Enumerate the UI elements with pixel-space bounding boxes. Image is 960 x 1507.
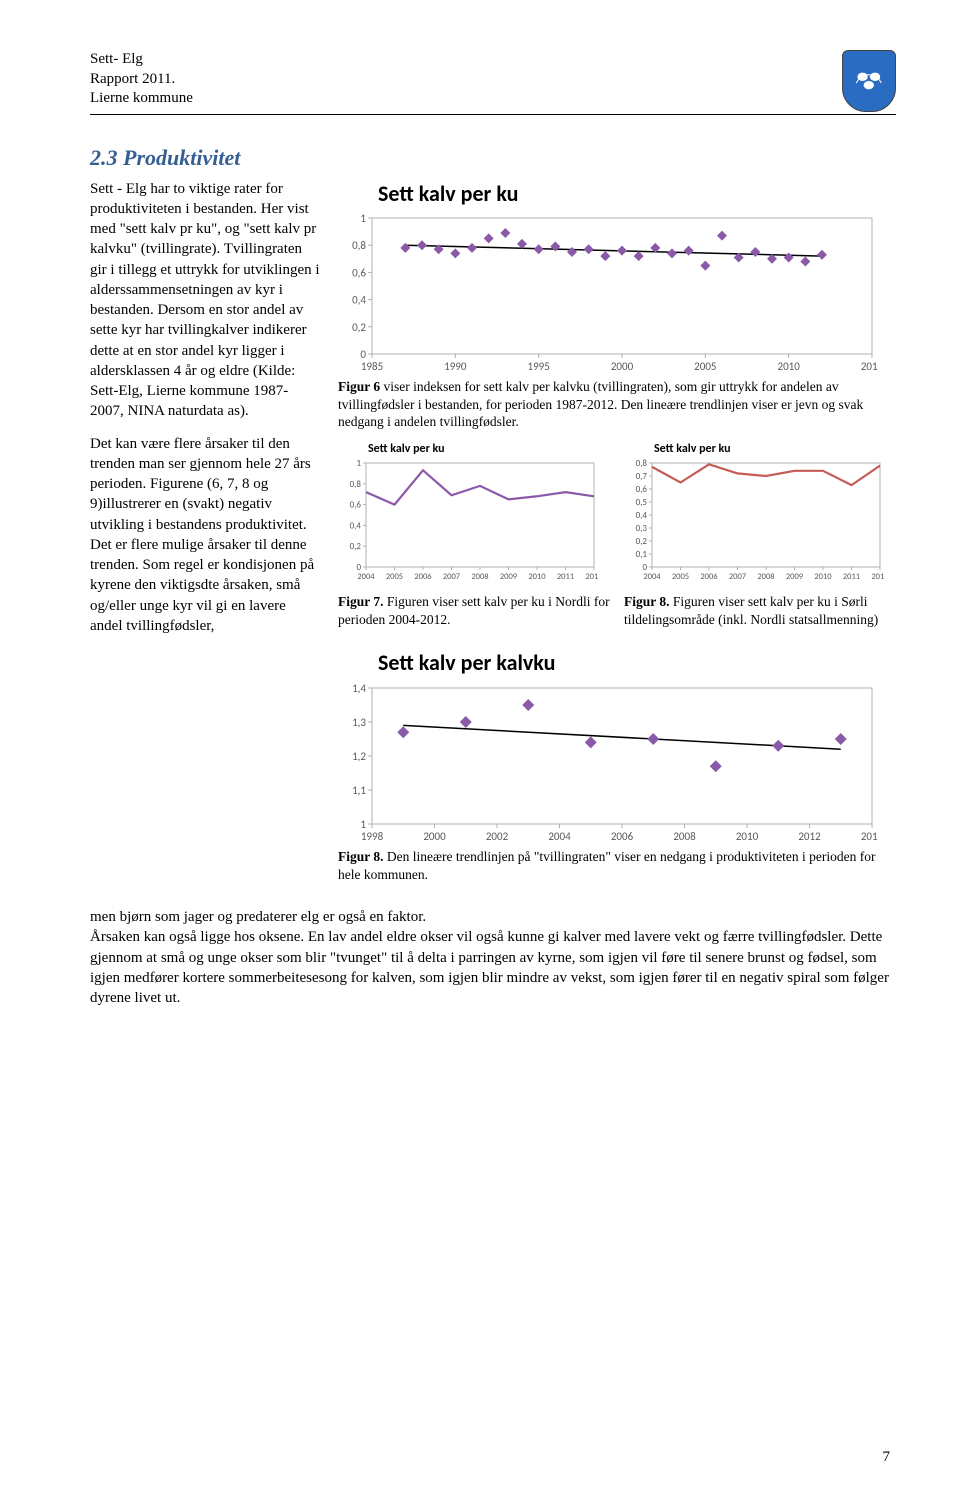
chart-mini-2-title: Sett kalv per ku bbox=[624, 441, 896, 457]
para-1: Sett - Elg har to viktige rater for prod… bbox=[90, 179, 320, 422]
right-figure-column: Sett kalv per ku 00,20,40,60,81198519901… bbox=[338, 179, 896, 893]
svg-text:0,4: 0,4 bbox=[350, 521, 362, 532]
svg-text:2006: 2006 bbox=[414, 572, 432, 582]
svg-text:2008: 2008 bbox=[673, 830, 696, 843]
page-number: 7 bbox=[883, 1447, 891, 1467]
figure-8b-caption: Figur 8. Den lineære trendlinjen på "tvi… bbox=[338, 848, 896, 883]
svg-text:2005: 2005 bbox=[672, 572, 689, 582]
left-text-column: Sett - Elg har to viktige rater for prod… bbox=[90, 179, 320, 649]
header-line-2: Rapport 2011. bbox=[90, 70, 193, 90]
svg-text:2002: 2002 bbox=[486, 830, 509, 843]
chart-mini-2: 00,10,20,30,40,50,60,70,8200420052006200… bbox=[624, 459, 896, 589]
header-line-3: Lierne kommune bbox=[90, 89, 193, 109]
svg-text:0,6: 0,6 bbox=[350, 500, 362, 511]
svg-text:2012: 2012 bbox=[871, 572, 884, 582]
svg-text:0,8: 0,8 bbox=[350, 479, 362, 490]
svg-text:0,2: 0,2 bbox=[636, 536, 648, 547]
svg-text:0,1: 0,1 bbox=[636, 549, 648, 560]
chart-main-title: Sett kalv per ku bbox=[338, 179, 896, 209]
svg-text:1990: 1990 bbox=[444, 360, 467, 373]
figure-7-block: Sett kalv per ku 00,20,40,60,81200420052… bbox=[338, 441, 610, 628]
svg-text:2006: 2006 bbox=[611, 830, 634, 843]
mini-charts-row: Sett kalv per ku 00,20,40,60,81200420052… bbox=[338, 441, 896, 628]
svg-text:1998: 1998 bbox=[361, 830, 384, 843]
svg-text:1,2: 1,2 bbox=[352, 750, 366, 763]
svg-text:0,6: 0,6 bbox=[636, 484, 648, 495]
svg-text:0,8: 0,8 bbox=[352, 240, 366, 253]
svg-text:2009: 2009 bbox=[500, 572, 518, 582]
svg-text:1995: 1995 bbox=[528, 360, 550, 373]
continuation-text: men bjørn som jager og predaterer elg er… bbox=[90, 907, 896, 1008]
svg-text:0,8: 0,8 bbox=[636, 459, 648, 469]
section-title: 2.3 Produktivitet bbox=[90, 143, 896, 173]
svg-text:2011: 2011 bbox=[557, 572, 574, 582]
chart-mini-1: 00,20,40,60,8120042005200620072008200920… bbox=[338, 459, 610, 589]
svg-text:2007: 2007 bbox=[443, 572, 461, 582]
svg-text:2010: 2010 bbox=[778, 360, 801, 373]
chart-main: 00,20,40,60,8119851990199520002005201020… bbox=[338, 214, 896, 374]
svg-text:2004: 2004 bbox=[357, 572, 375, 582]
figure-6-block: Sett kalv per ku 00,20,40,60,81198519901… bbox=[338, 179, 896, 431]
header-text: Sett- Elg Rapport 2011. Lierne kommune bbox=[90, 50, 193, 109]
svg-text:1: 1 bbox=[356, 459, 361, 469]
figure-8b-block: Sett kalv per kalvku 11,11,21,31,4199820… bbox=[338, 648, 896, 883]
figure-8a-block: Sett kalv per ku 00,10,20,30,40,50,60,70… bbox=[624, 441, 896, 628]
svg-text:2000: 2000 bbox=[611, 360, 634, 373]
svg-text:2009: 2009 bbox=[786, 572, 804, 582]
svg-text:1,4: 1,4 bbox=[352, 684, 366, 695]
svg-text:2010: 2010 bbox=[814, 572, 832, 582]
svg-text:2010: 2010 bbox=[528, 572, 546, 582]
svg-text:2004: 2004 bbox=[643, 572, 661, 582]
svg-text:2000: 2000 bbox=[423, 830, 446, 843]
chart-bottom-title: Sett kalv per kalvku bbox=[338, 648, 896, 678]
svg-text:2005: 2005 bbox=[386, 572, 403, 582]
figure-6-caption: Figur 6 viser indeksen for sett kalv per… bbox=[338, 378, 896, 431]
svg-text:0,4: 0,4 bbox=[352, 294, 366, 307]
svg-text:1: 1 bbox=[360, 214, 366, 225]
svg-text:2012: 2012 bbox=[798, 830, 821, 843]
svg-text:2006: 2006 bbox=[700, 572, 718, 582]
page-header: Sett- Elg Rapport 2011. Lierne kommune bbox=[90, 50, 896, 115]
two-column-layout: Sett - Elg har to viktige rater for prod… bbox=[90, 179, 896, 893]
svg-text:0,2: 0,2 bbox=[352, 321, 366, 334]
svg-text:0,2: 0,2 bbox=[350, 541, 362, 552]
para-2: Det kan være flere årsaker til den trend… bbox=[90, 434, 320, 637]
figure-7-caption: Figur 7. Figuren viser sett kalv per ku … bbox=[338, 593, 610, 628]
svg-text:2015: 2015 bbox=[861, 360, 878, 373]
chart-bottom: 11,11,21,31,4199820002002200420062008201… bbox=[338, 684, 896, 844]
municipality-shield-icon bbox=[842, 50, 896, 112]
svg-text:1,3: 1,3 bbox=[352, 716, 366, 729]
svg-text:2011: 2011 bbox=[843, 572, 860, 582]
svg-text:1,1: 1,1 bbox=[352, 784, 366, 797]
header-line-1: Sett- Elg bbox=[90, 50, 193, 70]
svg-text:2005: 2005 bbox=[694, 360, 716, 373]
chart-mini-1-title: Sett kalv per ku bbox=[338, 441, 610, 457]
svg-text:2008: 2008 bbox=[757, 572, 774, 582]
svg-text:0,7: 0,7 bbox=[636, 471, 648, 482]
svg-text:0,6: 0,6 bbox=[352, 267, 366, 280]
svg-text:2008: 2008 bbox=[471, 572, 488, 582]
svg-text:2007: 2007 bbox=[729, 572, 747, 582]
figure-8a-caption: Figur 8. Figuren viser sett kalv per ku … bbox=[624, 593, 896, 628]
svg-text:0,4: 0,4 bbox=[636, 510, 648, 521]
svg-text:2004: 2004 bbox=[548, 830, 571, 843]
svg-text:1985: 1985 bbox=[361, 360, 383, 373]
svg-text:2014: 2014 bbox=[861, 830, 878, 843]
svg-text:2012: 2012 bbox=[585, 572, 598, 582]
svg-text:0,3: 0,3 bbox=[636, 523, 648, 534]
svg-text:2010: 2010 bbox=[736, 830, 759, 843]
svg-text:0,5: 0,5 bbox=[636, 497, 648, 508]
